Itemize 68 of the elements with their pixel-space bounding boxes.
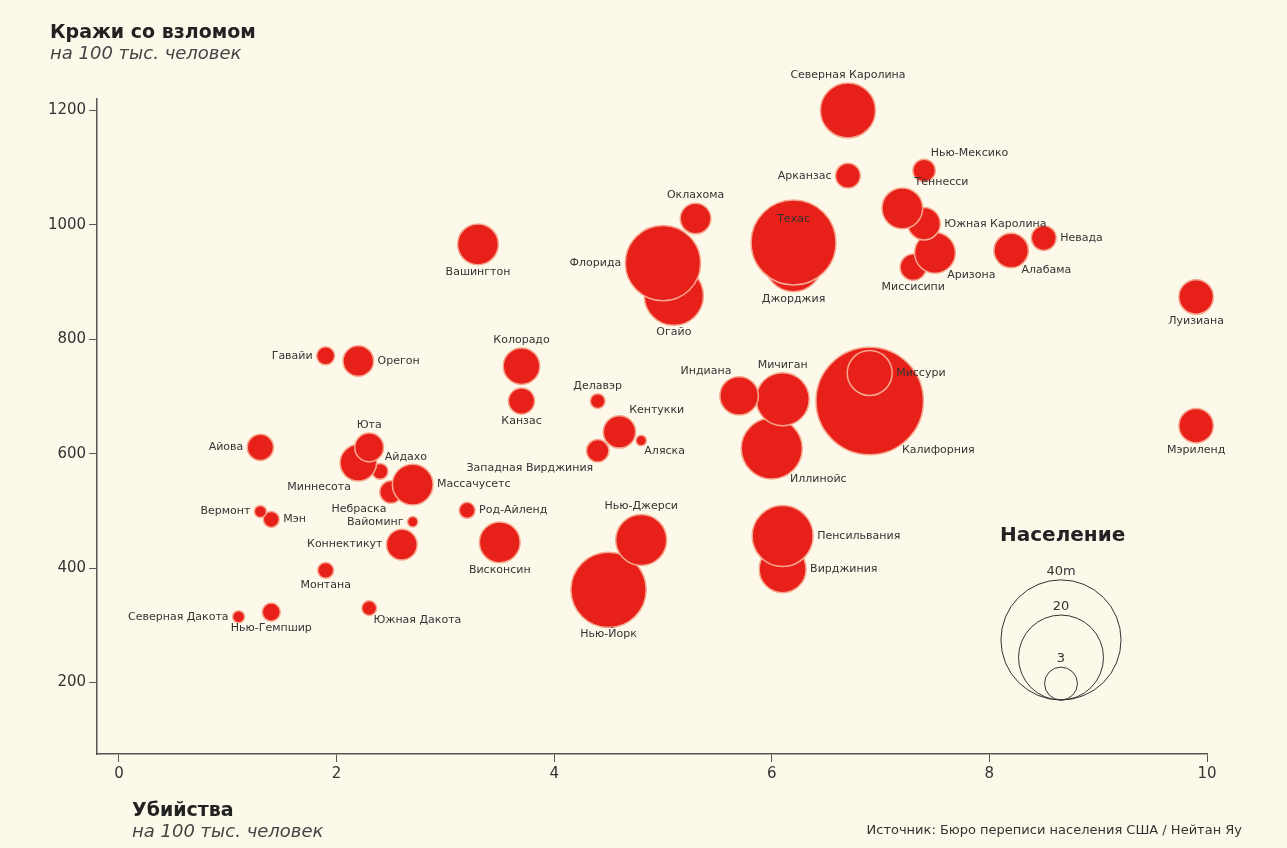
series-label: Алабама <box>1021 263 1072 277</box>
y-tick-label: 1000 <box>47 214 87 233</box>
series-label: Айова <box>208 440 244 454</box>
series-label: Аризона <box>947 268 996 282</box>
series-label: Род-Айленд <box>479 503 548 517</box>
series-label: Южная Дакота <box>373 612 462 626</box>
series-label: Мичиган <box>757 357 808 371</box>
y-axis-title: Кражи со взломом на 100 тыс. человек <box>50 20 256 63</box>
series-label: Коннектикут <box>307 537 384 551</box>
series-label: Вирджиния <box>810 562 878 576</box>
y-tick-label: 600 <box>57 443 87 462</box>
series-label: Колорадо <box>493 332 550 346</box>
series-label: Делавэр <box>573 378 623 392</box>
series-label: Висконсин <box>468 562 531 576</box>
series-label: Нью-Джерси <box>604 499 678 513</box>
series-label: Вермонт <box>200 504 251 518</box>
series-label: Южная Каролина <box>944 216 1047 230</box>
legend-title: Население <box>1000 522 1126 546</box>
y-tick-label: 800 <box>57 329 87 348</box>
x-tick-label: 6 <box>767 763 777 782</box>
x-tick-label: 8 <box>984 763 995 782</box>
series-label: Иллинойс <box>790 471 847 485</box>
series-label: Гавайи <box>271 348 313 362</box>
series-label: Мэриленд <box>1166 442 1226 456</box>
series-label: Вайоминг <box>346 514 404 528</box>
series-label: Огайо <box>656 325 692 339</box>
series-label: Индиана <box>680 363 732 377</box>
legend-label: 20 <box>1052 597 1070 613</box>
series-label: Джорджия <box>761 291 826 305</box>
y-tick-label: 400 <box>57 557 87 576</box>
series-label: Миннесота <box>287 479 351 493</box>
series-label: Миссисипи <box>881 280 945 294</box>
series-label: Техас <box>776 212 810 226</box>
legend-label: 40m <box>1046 562 1076 578</box>
series-label: Массачусетс <box>437 477 511 491</box>
series-label: Нью-Гемпшир <box>230 621 312 634</box>
series-label: Орегон <box>377 353 420 367</box>
series-label: Кентукки <box>629 402 685 416</box>
legend-label: 3 <box>1056 649 1066 665</box>
series-label: Невада <box>1060 230 1103 244</box>
series-label: Монтана <box>300 578 351 592</box>
text: Источник: Бюро переписи населения США / Нейтан Яу <box>866 822 1242 837</box>
x-tick-label: 2 <box>331 763 342 782</box>
series-label: Айдахо <box>384 450 428 464</box>
series-label: Канзас <box>501 413 542 427</box>
x-tick-label: 0 <box>114 763 124 782</box>
series-label: Теннесси <box>913 174 969 188</box>
y-tick-label: 1200 <box>47 100 87 119</box>
series-label: Юта <box>356 417 382 431</box>
series-label: Северная Каролина <box>790 67 906 81</box>
series-label: Пенсильвания <box>817 528 901 542</box>
series-label: Нью-Йорк <box>580 627 638 641</box>
series-label: Нью-Мексико <box>930 146 1009 160</box>
series-label: Луизиана <box>1168 314 1224 328</box>
series-label: Северная Дакота <box>128 609 229 623</box>
series-label: Вашингтон <box>445 264 511 278</box>
series-label: Мэн <box>283 512 306 526</box>
x-axis-title: Убийства на 100 тыс. человек <box>132 798 324 841</box>
x-tick-label: 4 <box>549 763 559 782</box>
series-label: Оклахома <box>666 188 725 202</box>
series-label: Флорида <box>569 256 622 270</box>
x-tick-label: 10 <box>1197 763 1217 782</box>
series-label: Аляска <box>644 443 685 457</box>
series-label: Небраска <box>331 502 387 516</box>
y-tick-label: 200 <box>57 672 87 691</box>
series-label: Западная Вирджиния <box>466 460 594 474</box>
series-label: Калифорния <box>901 442 975 456</box>
series-label: Арканзас <box>777 168 832 182</box>
